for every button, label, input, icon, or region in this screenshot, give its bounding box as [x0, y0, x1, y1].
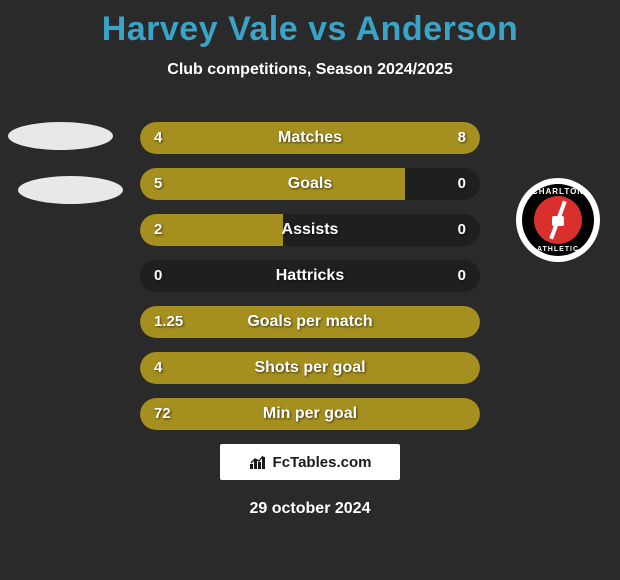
player1-avatar-placeholder — [8, 122, 113, 150]
player2-name: Anderson — [356, 10, 519, 48]
player2-avatar-placeholder — [18, 176, 123, 204]
stat-row: 72Min per goal — [140, 398, 480, 430]
club-badge-core — [534, 196, 582, 244]
stat-row: 00Hattricks — [140, 260, 480, 292]
stat-row: 1.25Goals per match — [140, 306, 480, 338]
branding-badge: FcTables.com — [220, 444, 400, 480]
stat-label: Min per goal — [140, 398, 480, 430]
subtitle: Club competitions, Season 2024/2025 — [0, 61, 620, 79]
player1-name: Harvey Vale — [102, 10, 298, 48]
date-text: 29 october 2024 — [0, 500, 620, 518]
club-badge-hand-icon — [552, 216, 564, 226]
stat-label: Goals — [140, 168, 480, 200]
stat-row: 50Goals — [140, 168, 480, 200]
vs-text: vs — [308, 10, 347, 48]
branding-text: FcTables.com — [273, 454, 372, 471]
stat-row: 20Assists — [140, 214, 480, 246]
stat-label: Goals per match — [140, 306, 480, 338]
stat-label: Assists — [140, 214, 480, 246]
stats-container: 48Matches 50Goals 20Assists 00Hattricks 1.25… — [140, 122, 480, 444]
page-title: Harvey Vale vs Anderson — [0, 0, 620, 49]
stat-row: 4Shots per goal — [140, 352, 480, 384]
stat-label: Shots per goal — [140, 352, 480, 384]
club-badge-text-top: CHARLTON — [522, 187, 594, 196]
club-badge-ring: CHARLTON ATHLETIC — [522, 184, 594, 256]
club-badge: CHARLTON ATHLETIC — [516, 178, 600, 262]
chart-icon — [249, 454, 267, 470]
stat-row: 48Matches — [140, 122, 480, 154]
stat-label: Hattricks — [140, 260, 480, 292]
stat-label: Matches — [140, 122, 480, 154]
club-badge-text-bottom: ATHLETIC — [522, 246, 594, 253]
